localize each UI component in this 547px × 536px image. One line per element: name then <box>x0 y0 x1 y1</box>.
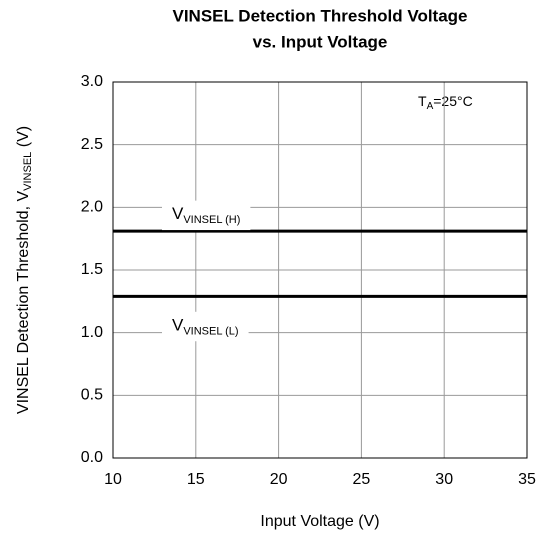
annotation: TA=25°C <box>418 93 473 112</box>
x-tick-label: 35 <box>518 471 536 488</box>
y-tick-label: 2.0 <box>81 199 103 216</box>
y-axis-label: VINSEL Detection Threshold, VVINSEL (V) <box>15 126 34 414</box>
x-tick-label: 20 <box>270 471 288 488</box>
annotation-sub: A <box>427 101 434 112</box>
annotation-rest: =25°C <box>433 93 472 109</box>
x-tick-label: 25 <box>353 471 371 488</box>
y-tick-label: 2.5 <box>81 136 103 153</box>
x-tick-label: 30 <box>435 471 453 488</box>
series-label: VVINSEL (H) <box>162 200 251 231</box>
series-name-sub: VINSEL (L) <box>183 325 238 337</box>
series-name: V <box>172 316 184 335</box>
y-label-main: VINSEL Detection Threshold, V <box>15 191 32 415</box>
chart-title: VINSEL Detection Threshold Voltage <box>172 6 467 25</box>
series-name-sub: VINSEL (H) <box>183 214 240 226</box>
annotation-main: T <box>418 93 427 109</box>
series-label-text: VVINSEL (H) <box>172 205 240 226</box>
y-tick-label: 0.0 <box>81 449 103 466</box>
series-label: VVINSEL (L) <box>162 311 249 342</box>
series-label-text: VVINSEL (L) <box>172 316 239 337</box>
y-label-unit: (V) <box>15 126 32 152</box>
y-label-sub: VINSEL <box>22 152 34 191</box>
x-axis-label: Input Voltage (V) <box>260 513 379 530</box>
grid <box>112 81 528 459</box>
x-tick-label: 15 <box>187 471 205 488</box>
y-tick-label: 1.0 <box>81 324 103 341</box>
x-tick-label: 10 <box>104 471 122 488</box>
y-tick-label: 1.5 <box>81 261 103 278</box>
label-background <box>162 311 249 342</box>
chart-title: vs. Input Voltage <box>253 32 388 51</box>
y-tick-label: 3.0 <box>81 73 103 90</box>
series-name: V <box>172 205 184 224</box>
y-tick-label: 0.5 <box>81 387 103 404</box>
label-background <box>162 200 251 231</box>
plot-frame <box>112 81 528 459</box>
